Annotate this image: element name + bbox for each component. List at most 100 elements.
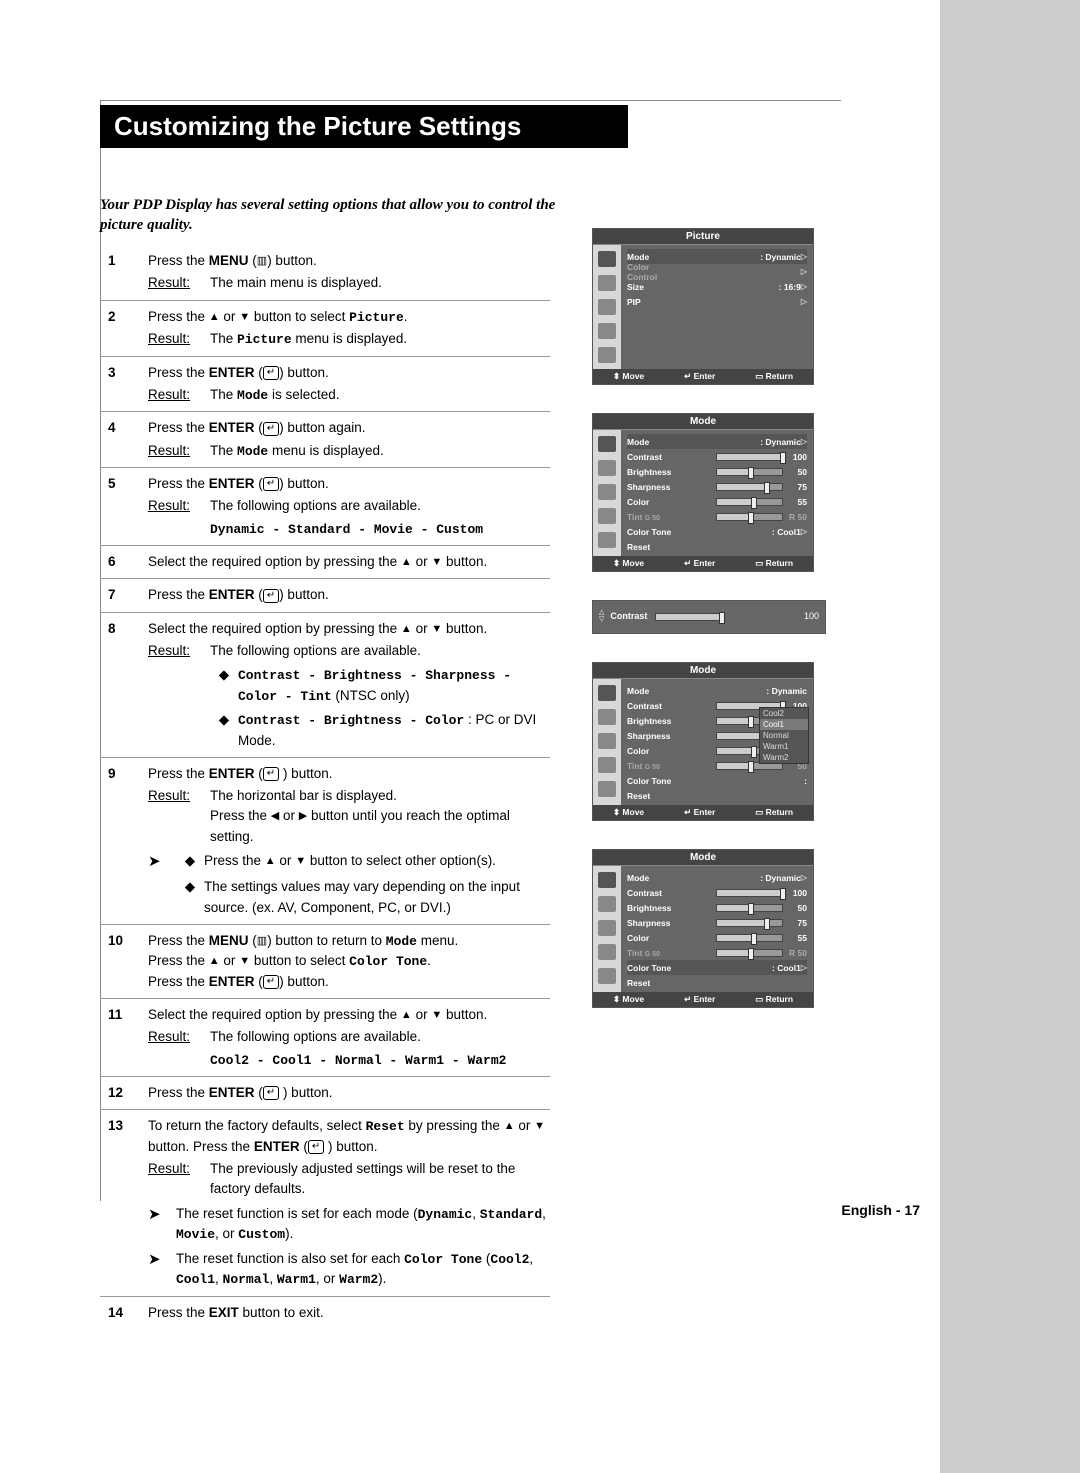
osd-row: Color Tone: Cool1 ▷ xyxy=(627,960,807,975)
step-number: 13 xyxy=(100,1116,148,1289)
step-8: 8Select the required option by pressing … xyxy=(100,613,550,758)
osd-screenshot: PictureMode: Dynamic ▷Color Control ▷Siz… xyxy=(592,228,814,385)
osd-row: PIP ▷ xyxy=(627,294,807,309)
step-number: 12 xyxy=(100,1083,148,1103)
osd-main: Mode: Dynamic ▷Contrast100Brightness50Sh… xyxy=(621,866,813,992)
step-4: 4Press the ENTER (↵) button again.Result… xyxy=(100,412,550,468)
osd-row: Color55 xyxy=(627,494,807,509)
page-title: Customizing the Picture Settings xyxy=(100,105,628,148)
osd-row: Contrast100 xyxy=(627,449,807,464)
page-footer: English - 17 xyxy=(841,1202,920,1218)
osd-row: Color Tone: Cool1 ▷ xyxy=(627,524,807,539)
setup-icon xyxy=(598,757,616,773)
setup-icon xyxy=(598,323,616,339)
step-7: 7Press the ENTER (↵) button. xyxy=(100,579,550,612)
popup-menu: Cool2Cool1NormalWarm1Warm2 xyxy=(759,707,809,764)
channel-icon xyxy=(598,920,616,936)
osd-row: Color55 xyxy=(627,930,807,945)
osd-row: Reset xyxy=(627,788,807,803)
osd-sidebar-icons xyxy=(593,430,621,556)
osd-footer: ⬍ Move↵ Enter▭ Return xyxy=(593,805,813,820)
step-14: 14Press the EXIT button to exit. xyxy=(100,1297,550,1329)
step-number: 5 xyxy=(100,474,148,539)
osd-row: Size: 16:9 ▷ xyxy=(627,279,807,294)
popup-item: Normal xyxy=(760,730,808,741)
osd-sidebar-icons xyxy=(593,679,621,805)
step-number: 11 xyxy=(100,1005,148,1070)
osd-footer: ⬍ Move↵ Enter▭ Return xyxy=(593,992,813,1007)
osd-screenshot: ModeMode: Dynamic ▷Contrast100Brightness… xyxy=(592,849,814,1008)
channel-icon xyxy=(598,733,616,749)
steps-list: 1Press the MENU (▥) button.Result:The ma… xyxy=(100,245,550,1329)
input-icon xyxy=(598,532,616,548)
osd-row: Tint G 50R 50 xyxy=(627,945,807,960)
osd-title: Mode xyxy=(593,663,813,679)
osd-row: Brightness50 xyxy=(627,464,807,479)
step-5: 5Press the ENTER (↵) button.Result:The f… xyxy=(100,468,550,546)
side-strip xyxy=(940,0,1080,1473)
step-number: 14 xyxy=(100,1303,148,1323)
osd-title: Mode xyxy=(593,414,813,430)
osd-row: Mode: Dynamic xyxy=(627,683,807,698)
osd-sidebar-icons xyxy=(593,245,621,369)
osd-main: Mode: Dynamic ▷Contrast100Brightness50Sh… xyxy=(621,430,813,556)
step-13: 13To return the factory defaults, select… xyxy=(100,1110,550,1296)
popup-item: Warm1 xyxy=(760,741,808,752)
osd-footer: ⬍ Move↵ Enter▭ Return xyxy=(593,556,813,571)
step-6: 6Select the required option by pressing … xyxy=(100,546,550,579)
osd-row: Sharpness75 xyxy=(627,915,807,930)
osd-row: Color Tone: xyxy=(627,773,807,788)
channel-icon xyxy=(598,484,616,500)
popup-item: Cool2 xyxy=(760,708,808,719)
picture-icon xyxy=(598,872,616,888)
osd-screenshot: ModeMode: Dynamic ▷Contrast100Brightness… xyxy=(592,413,814,572)
step-number: 6 xyxy=(100,552,148,572)
osd-row: Sharpness75 xyxy=(627,479,807,494)
osd-screenshots: PictureMode: Dynamic ▷Color Control ▷Siz… xyxy=(592,228,812,1036)
picture-icon xyxy=(598,436,616,452)
step-number: 8 xyxy=(100,619,148,751)
osd-title: Picture xyxy=(593,229,813,245)
sound-icon xyxy=(598,460,616,476)
intro-text: Your PDP Display has several setting opt… xyxy=(100,195,580,236)
osd-footer: ⬍ Move↵ Enter▭ Return xyxy=(593,369,813,384)
step-number: 7 xyxy=(100,585,148,605)
popup-item: Warm2 xyxy=(760,752,808,763)
osd-row: Reset xyxy=(627,975,807,990)
osd-row: Tint G 50R 50 xyxy=(627,509,807,524)
osd-row: Mode: Dynamic ▷ xyxy=(627,434,807,449)
step-11: 11Select the required option by pressing… xyxy=(100,999,550,1077)
step-9: 9Press the ENTER (↵ ) button.Result:The … xyxy=(100,758,550,925)
input-icon xyxy=(598,781,616,797)
osd-screenshot: ModeMode: DynamicContrast100Brightness50… xyxy=(592,662,814,821)
osd-row: Color Control ▷ xyxy=(627,264,807,279)
step-2: 2Press the ▲ or ▼ button to select Pictu… xyxy=(100,301,550,357)
osd-sidebar-icons xyxy=(593,866,621,992)
input-icon xyxy=(598,347,616,363)
step-number: 1 xyxy=(100,251,148,294)
step-1: 1Press the MENU (▥) button.Result:The ma… xyxy=(100,245,550,301)
sound-icon xyxy=(598,275,616,291)
sound-icon xyxy=(598,709,616,725)
setup-icon xyxy=(598,944,616,960)
step-number: 2 xyxy=(100,307,148,350)
step-number: 9 xyxy=(100,764,148,918)
sound-icon xyxy=(598,896,616,912)
osd-main: Mode: Dynamic ▷Color Control ▷Size: 16:9… xyxy=(621,245,813,369)
step-10: 10Press the MENU (▥) button to return to… xyxy=(100,925,550,999)
input-icon xyxy=(598,968,616,984)
popup-item: Cool1 xyxy=(760,719,808,730)
page: Customizing the Picture Settings Your PD… xyxy=(0,0,1080,1473)
step-number: 4 xyxy=(100,418,148,461)
osd-title: Mode xyxy=(593,850,813,866)
osd-main: Mode: DynamicContrast100Brightness50Shar… xyxy=(621,679,813,805)
channel-icon xyxy=(598,299,616,315)
picture-icon xyxy=(598,685,616,701)
setup-icon xyxy=(598,508,616,524)
up-down-icon: △▽ xyxy=(599,609,604,623)
osd-row: Brightness50 xyxy=(627,900,807,915)
osd-row: Mode: Dynamic ▷ xyxy=(627,870,807,885)
osd-row: Reset xyxy=(627,539,807,554)
contrast-adjust-bar: △▽Contrast100 xyxy=(592,600,826,634)
picture-icon xyxy=(598,251,616,267)
